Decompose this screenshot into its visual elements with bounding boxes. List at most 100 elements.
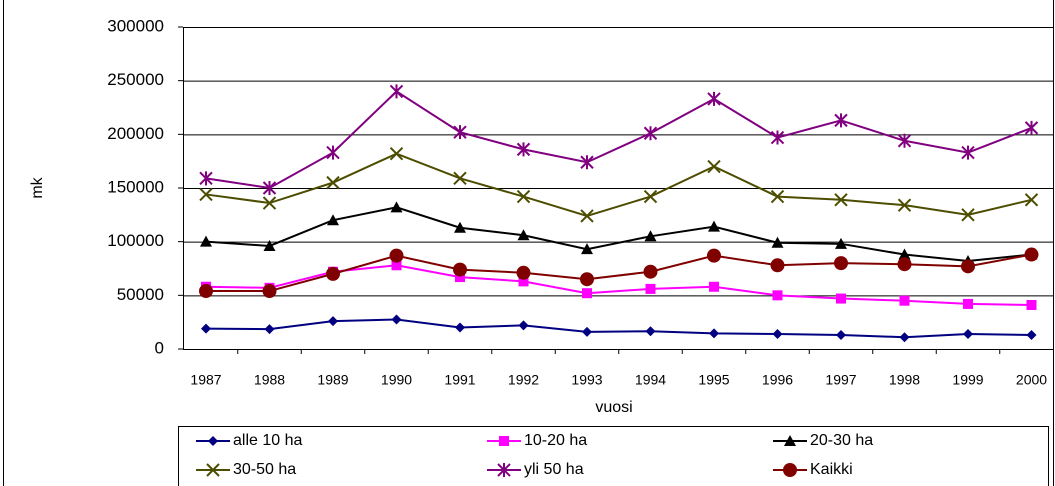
- data-point: [645, 326, 656, 337]
- x-tick-label: 1998: [889, 372, 920, 388]
- data-point: [644, 230, 657, 242]
- data-point: [390, 201, 403, 213]
- data-point: [262, 284, 277, 299]
- y-tick-label: 200000: [107, 124, 164, 143]
- data-point: [516, 265, 531, 280]
- legend-box: [178, 426, 1049, 486]
- data-point: [899, 295, 910, 306]
- data-point: [263, 239, 276, 251]
- legend-label: Kaikki: [810, 461, 853, 478]
- data-point: [1024, 120, 1039, 135]
- legend-label: 10-20 ha: [524, 432, 587, 449]
- data-point: [961, 145, 975, 160]
- series-line: [205, 318, 1032, 339]
- data-point: [199, 284, 213, 299]
- x-tick-label: 1993: [571, 372, 602, 388]
- data-point: [963, 328, 973, 339]
- data-point: [707, 248, 721, 263]
- data-point: [326, 145, 340, 160]
- legend-marker: [783, 463, 797, 477]
- data-point: [580, 272, 594, 287]
- legend-marker: [499, 436, 509, 446]
- series-line: [205, 206, 1032, 262]
- x-tick-label: 1989: [317, 372, 348, 388]
- y-tick-label: 150000: [107, 177, 164, 196]
- data-point: [708, 220, 720, 232]
- x-tick-label: 1997: [825, 372, 856, 388]
- data-point: [707, 159, 721, 174]
- data-point: [1024, 247, 1039, 262]
- data-point: [582, 326, 592, 337]
- legend-marker: [784, 435, 796, 446]
- data-point: [643, 264, 658, 279]
- legend-marker: [208, 436, 218, 446]
- legend-marker: [206, 463, 220, 477]
- data-point: [454, 221, 466, 233]
- data-point: [897, 198, 912, 212]
- data-point: [709, 328, 719, 339]
- data-point: [389, 146, 404, 161]
- y-tick-label: 300000: [107, 16, 164, 35]
- data-point: [582, 288, 592, 299]
- y-tick-label: 100000: [107, 231, 164, 250]
- data-point: [834, 256, 848, 271]
- x-axis-label: vuosi: [595, 399, 632, 416]
- data-point: [389, 84, 404, 99]
- data-point: [771, 236, 784, 248]
- data-point: [898, 248, 911, 260]
- x-tick-label: 1996: [762, 372, 793, 388]
- x-tick-label: 1994: [635, 372, 666, 388]
- data-point: [455, 272, 465, 283]
- data-point: [580, 209, 594, 223]
- data-point: [836, 330, 846, 341]
- data-point: [707, 91, 721, 106]
- data-point: [518, 276, 529, 287]
- x-tick-label: 1987: [190, 372, 221, 388]
- data-point: [262, 181, 277, 195]
- data-point: [836, 293, 846, 304]
- data-point: [516, 189, 531, 204]
- data-point: [517, 229, 530, 241]
- data-point: [199, 171, 213, 186]
- data-point: [643, 126, 658, 141]
- data-point: [455, 322, 465, 333]
- data-point: [772, 290, 783, 301]
- data-point: [834, 193, 848, 207]
- data-point: [770, 258, 785, 273]
- x-tick-label: 1990: [381, 372, 412, 388]
- data-point: [328, 316, 338, 327]
- x-tick-label: 1995: [698, 372, 729, 388]
- data-point: [199, 187, 213, 202]
- series-line: [206, 253, 1032, 293]
- data-point: [772, 328, 783, 339]
- legend-label: 20-30 ha: [810, 432, 873, 449]
- legend-label: alle 10 ha: [233, 432, 302, 449]
- chart-border: [3, 0, 1054, 486]
- series-line: [205, 90, 1032, 190]
- data-point: [453, 125, 467, 140]
- data-point: [709, 281, 719, 292]
- data-point: [201, 323, 211, 334]
- y-tick-label: 0: [155, 338, 164, 357]
- data-point: [581, 243, 593, 255]
- data-point: [327, 214, 339, 226]
- series-line: [205, 152, 1032, 217]
- data-point: [518, 320, 529, 331]
- y-tick-label: 250000: [107, 70, 164, 89]
- data-point: [770, 130, 785, 145]
- data-point: [834, 113, 848, 128]
- data-point: [897, 133, 912, 148]
- x-tick-label: 1991: [444, 372, 475, 388]
- data-point: [961, 259, 975, 274]
- data-point: [899, 332, 910, 343]
- data-point: [264, 324, 275, 335]
- data-point: [963, 298, 973, 309]
- legend-label: 30-50 ha: [233, 461, 296, 478]
- data-point: [326, 175, 340, 190]
- data-point: [391, 314, 402, 325]
- data-point: [580, 155, 594, 170]
- x-tick-label: 2000: [1016, 372, 1047, 388]
- x-tick-label: 1999: [952, 372, 983, 388]
- data-point: [770, 189, 785, 204]
